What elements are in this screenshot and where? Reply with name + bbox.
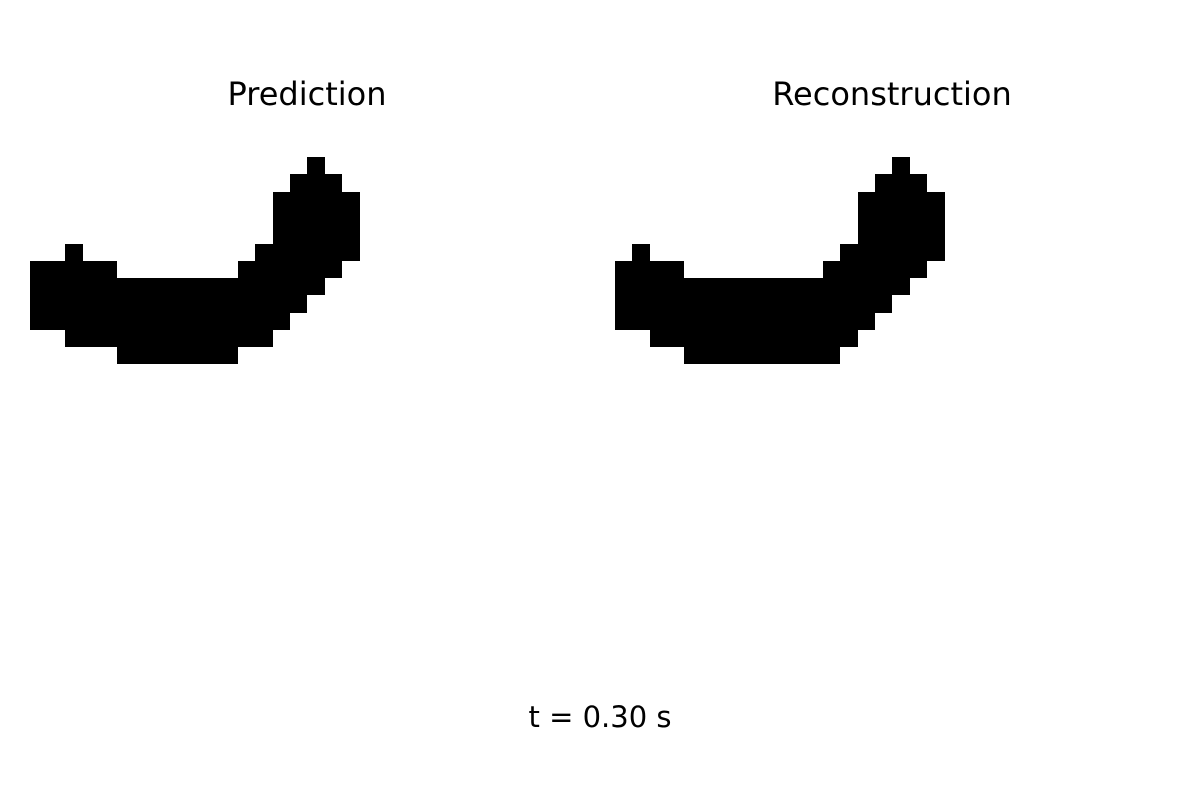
time-label: t = 0.30 s bbox=[528, 700, 672, 734]
shape-segment bbox=[238, 261, 342, 278]
shape-segment bbox=[684, 347, 840, 364]
shape-segment bbox=[273, 192, 360, 244]
shape-segment bbox=[30, 278, 325, 295]
shape-segment bbox=[615, 278, 910, 295]
reconstruction-shape bbox=[615, 157, 945, 364]
shape-segment bbox=[30, 313, 290, 330]
prediction-title: Prediction bbox=[227, 75, 387, 113]
reconstruction-title: Reconstruction bbox=[772, 75, 1012, 113]
shape-segment bbox=[30, 261, 117, 278]
shape-segment bbox=[307, 157, 325, 174]
shape-segment bbox=[117, 347, 238, 364]
shape-segment bbox=[892, 157, 910, 174]
shape-segment bbox=[290, 174, 342, 192]
shape-segment bbox=[858, 192, 945, 244]
shape-segment bbox=[255, 244, 360, 261]
shape-segment bbox=[615, 261, 684, 278]
shape-segment bbox=[65, 330, 273, 347]
shape-segment bbox=[650, 330, 858, 347]
shape-segment bbox=[632, 244, 650, 261]
shape-segment bbox=[875, 174, 927, 192]
shape-segment bbox=[65, 244, 83, 261]
shape-segment bbox=[615, 295, 892, 313]
shape-segment bbox=[30, 295, 307, 313]
shape-segment bbox=[840, 244, 945, 261]
shape-segment bbox=[615, 313, 875, 330]
prediction-shape bbox=[30, 157, 360, 364]
shape-segment bbox=[823, 261, 927, 278]
